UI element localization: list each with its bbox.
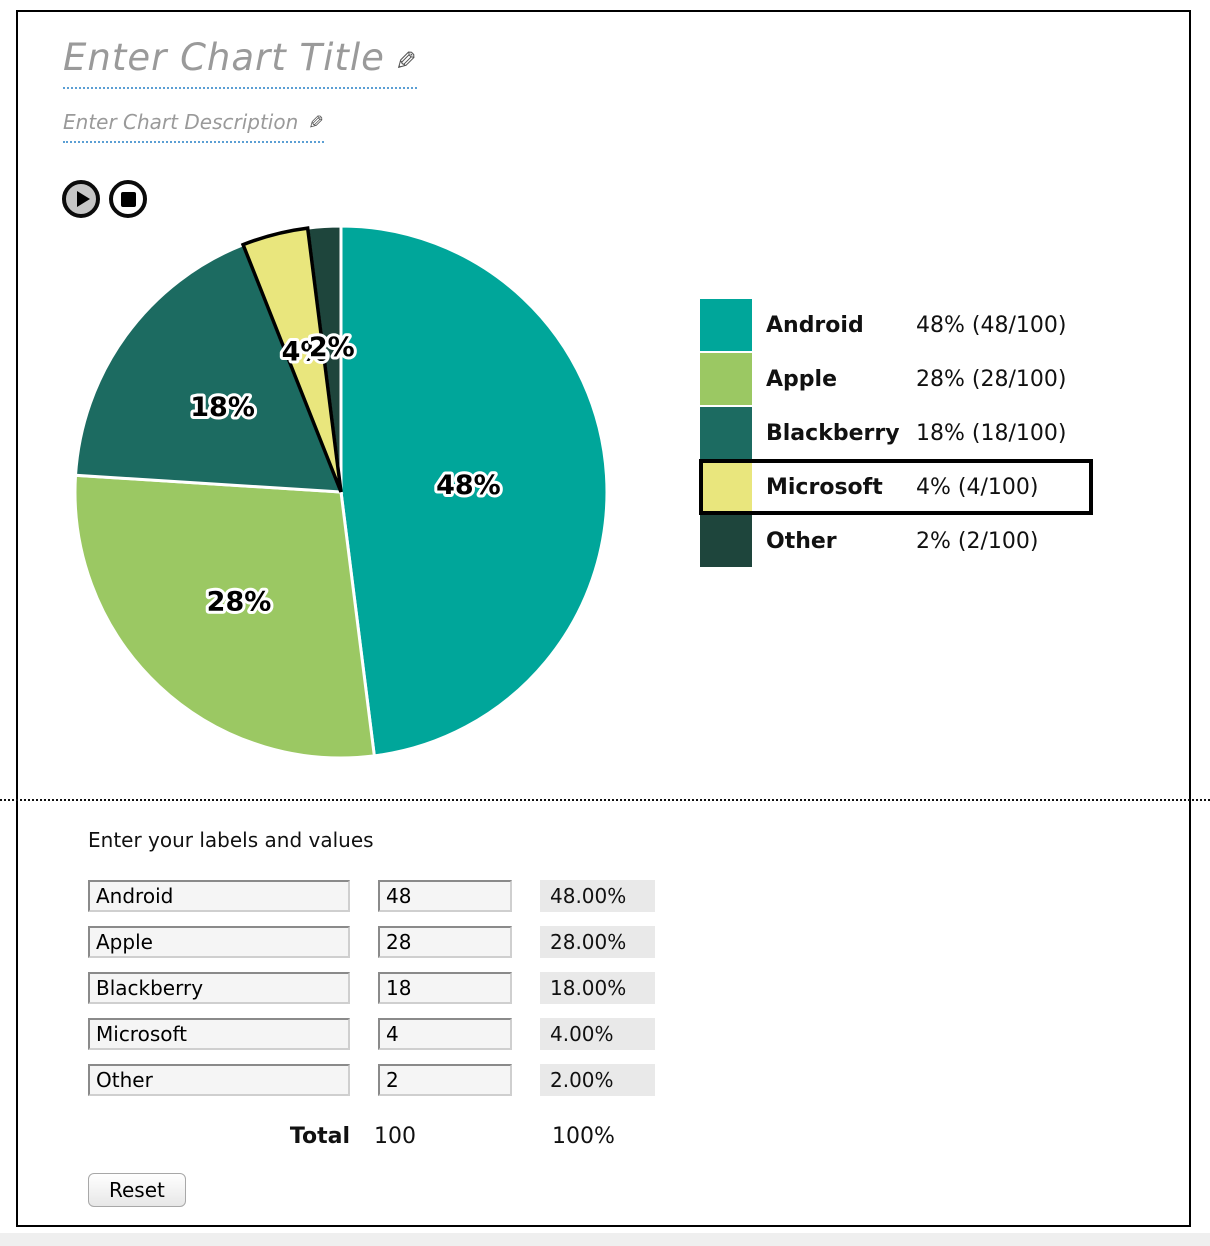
value-input-apple[interactable] <box>378 926 512 958</box>
data-row-microsoft: 4.00% <box>88 1018 655 1050</box>
edit-pencil-icon: ✎ <box>394 47 417 77</box>
data-row-android: 48.00% <box>88 880 655 912</box>
section-separator <box>0 799 1210 801</box>
legend-swatch-blackberry <box>700 407 752 459</box>
legend-swatch-android <box>700 299 752 351</box>
legend-item-other[interactable]: Other 2% (2/100) <box>700 514 1092 568</box>
legend-label: Microsoft <box>766 474 883 500</box>
pie-slice-label-android: 48% <box>436 470 501 501</box>
legend-swatch-apple <box>700 353 752 405</box>
legend-value: 2% (2/100) <box>916 528 1039 554</box>
pie-slice-blackberry[interactable] <box>73 242 344 494</box>
legend-item-android[interactable]: Android 48% (48/100) <box>700 298 1092 352</box>
total-value: 100 <box>374 1124 416 1149</box>
percent-cell-apple: 28.00% <box>540 926 655 958</box>
value-input-blackberry[interactable] <box>378 972 512 1004</box>
pie-slice-label-apple: 28% <box>207 587 272 618</box>
data-entry-section: Enter your labels and values 48.00% 28.0… <box>88 828 655 1207</box>
pie-slice-label-microsoft: 4% <box>282 336 328 367</box>
value-input-other[interactable] <box>378 1064 512 1096</box>
legend-value: 28% (28/100) <box>916 366 1067 392</box>
chart-title-field[interactable]: Enter Chart Title ✎ <box>63 36 417 89</box>
legend-label: Other <box>766 528 837 554</box>
page-bottom-strip <box>0 1233 1210 1246</box>
pie-chart: 48% 28% 18% 4%2% <box>73 224 609 760</box>
chart-builder-panel: Enter Chart Title ✎ Enter Chart Descripti… <box>16 10 1191 1227</box>
label-input-microsoft[interactable] <box>88 1018 350 1050</box>
label-input-blackberry[interactable] <box>88 972 350 1004</box>
data-entry-heading: Enter your labels and values <box>88 828 374 852</box>
total-label: Total <box>289 1124 350 1149</box>
percent-cell-blackberry: 18.00% <box>540 972 655 1004</box>
label-input-other[interactable] <box>88 1064 350 1096</box>
legend-item-microsoft-highlighted[interactable]: Microsoft 4% (4/100) <box>699 459 1093 515</box>
total-row: Total 100 100% <box>88 1124 655 1149</box>
label-input-android[interactable] <box>88 880 350 912</box>
chart-title-placeholder: Enter Chart Title <box>63 36 385 79</box>
reset-button[interactable]: Reset <box>88 1173 186 1207</box>
legend-swatch-microsoft <box>700 461 752 513</box>
stop-icon <box>120 191 136 207</box>
pie-slice-highlight-outline <box>240 226 343 493</box>
pie-slice-android[interactable] <box>339 224 609 758</box>
animation-controls <box>62 180 147 218</box>
data-row-other: 2.00% <box>88 1064 655 1096</box>
data-row-apple: 28.00% <box>88 926 655 958</box>
pie-slice-label-other: 2% <box>309 332 355 363</box>
legend-item-apple[interactable]: Apple 28% (28/100) <box>700 352 1092 406</box>
stop-button[interactable] <box>109 180 147 218</box>
legend-swatch-other <box>700 515 752 567</box>
legend-item-blackberry[interactable]: Blackberry 18% (18/100) <box>700 406 1092 460</box>
legend-label: Android <box>766 312 864 338</box>
chart-description-placeholder: Enter Chart Description <box>63 110 299 134</box>
legend-value: 18% (18/100) <box>916 420 1067 446</box>
play-button[interactable] <box>62 180 100 218</box>
edit-pencil-icon: ✎ <box>308 112 325 134</box>
pie-slice-apple[interactable] <box>73 473 377 760</box>
percent-cell-android: 48.00% <box>540 880 655 912</box>
chart-description-field[interactable]: Enter Chart Description ✎ <box>63 110 325 143</box>
percent-cell-other: 2.00% <box>540 1064 655 1096</box>
legend-label: Apple <box>766 366 837 392</box>
total-percent: 100% <box>552 1124 615 1149</box>
play-icon <box>76 191 90 207</box>
data-row-blackberry: 18.00% <box>88 972 655 1004</box>
value-input-microsoft[interactable] <box>378 1018 512 1050</box>
legend-label: Blackberry <box>766 420 900 446</box>
pie-slice-label-blackberry: 18% <box>190 392 255 423</box>
label-input-apple[interactable] <box>88 926 350 958</box>
chart-legend: Android 48% (48/100) Apple 28% (28/100) … <box>699 298 1093 568</box>
pie-chart-container: 48% 28% 18% 4% 2% <box>71 222 611 762</box>
value-input-android[interactable] <box>378 880 512 912</box>
percent-cell-microsoft: 4.00% <box>540 1018 655 1050</box>
legend-value: 48% (48/100) <box>916 312 1067 338</box>
legend-value: 4% (4/100) <box>916 474 1039 500</box>
